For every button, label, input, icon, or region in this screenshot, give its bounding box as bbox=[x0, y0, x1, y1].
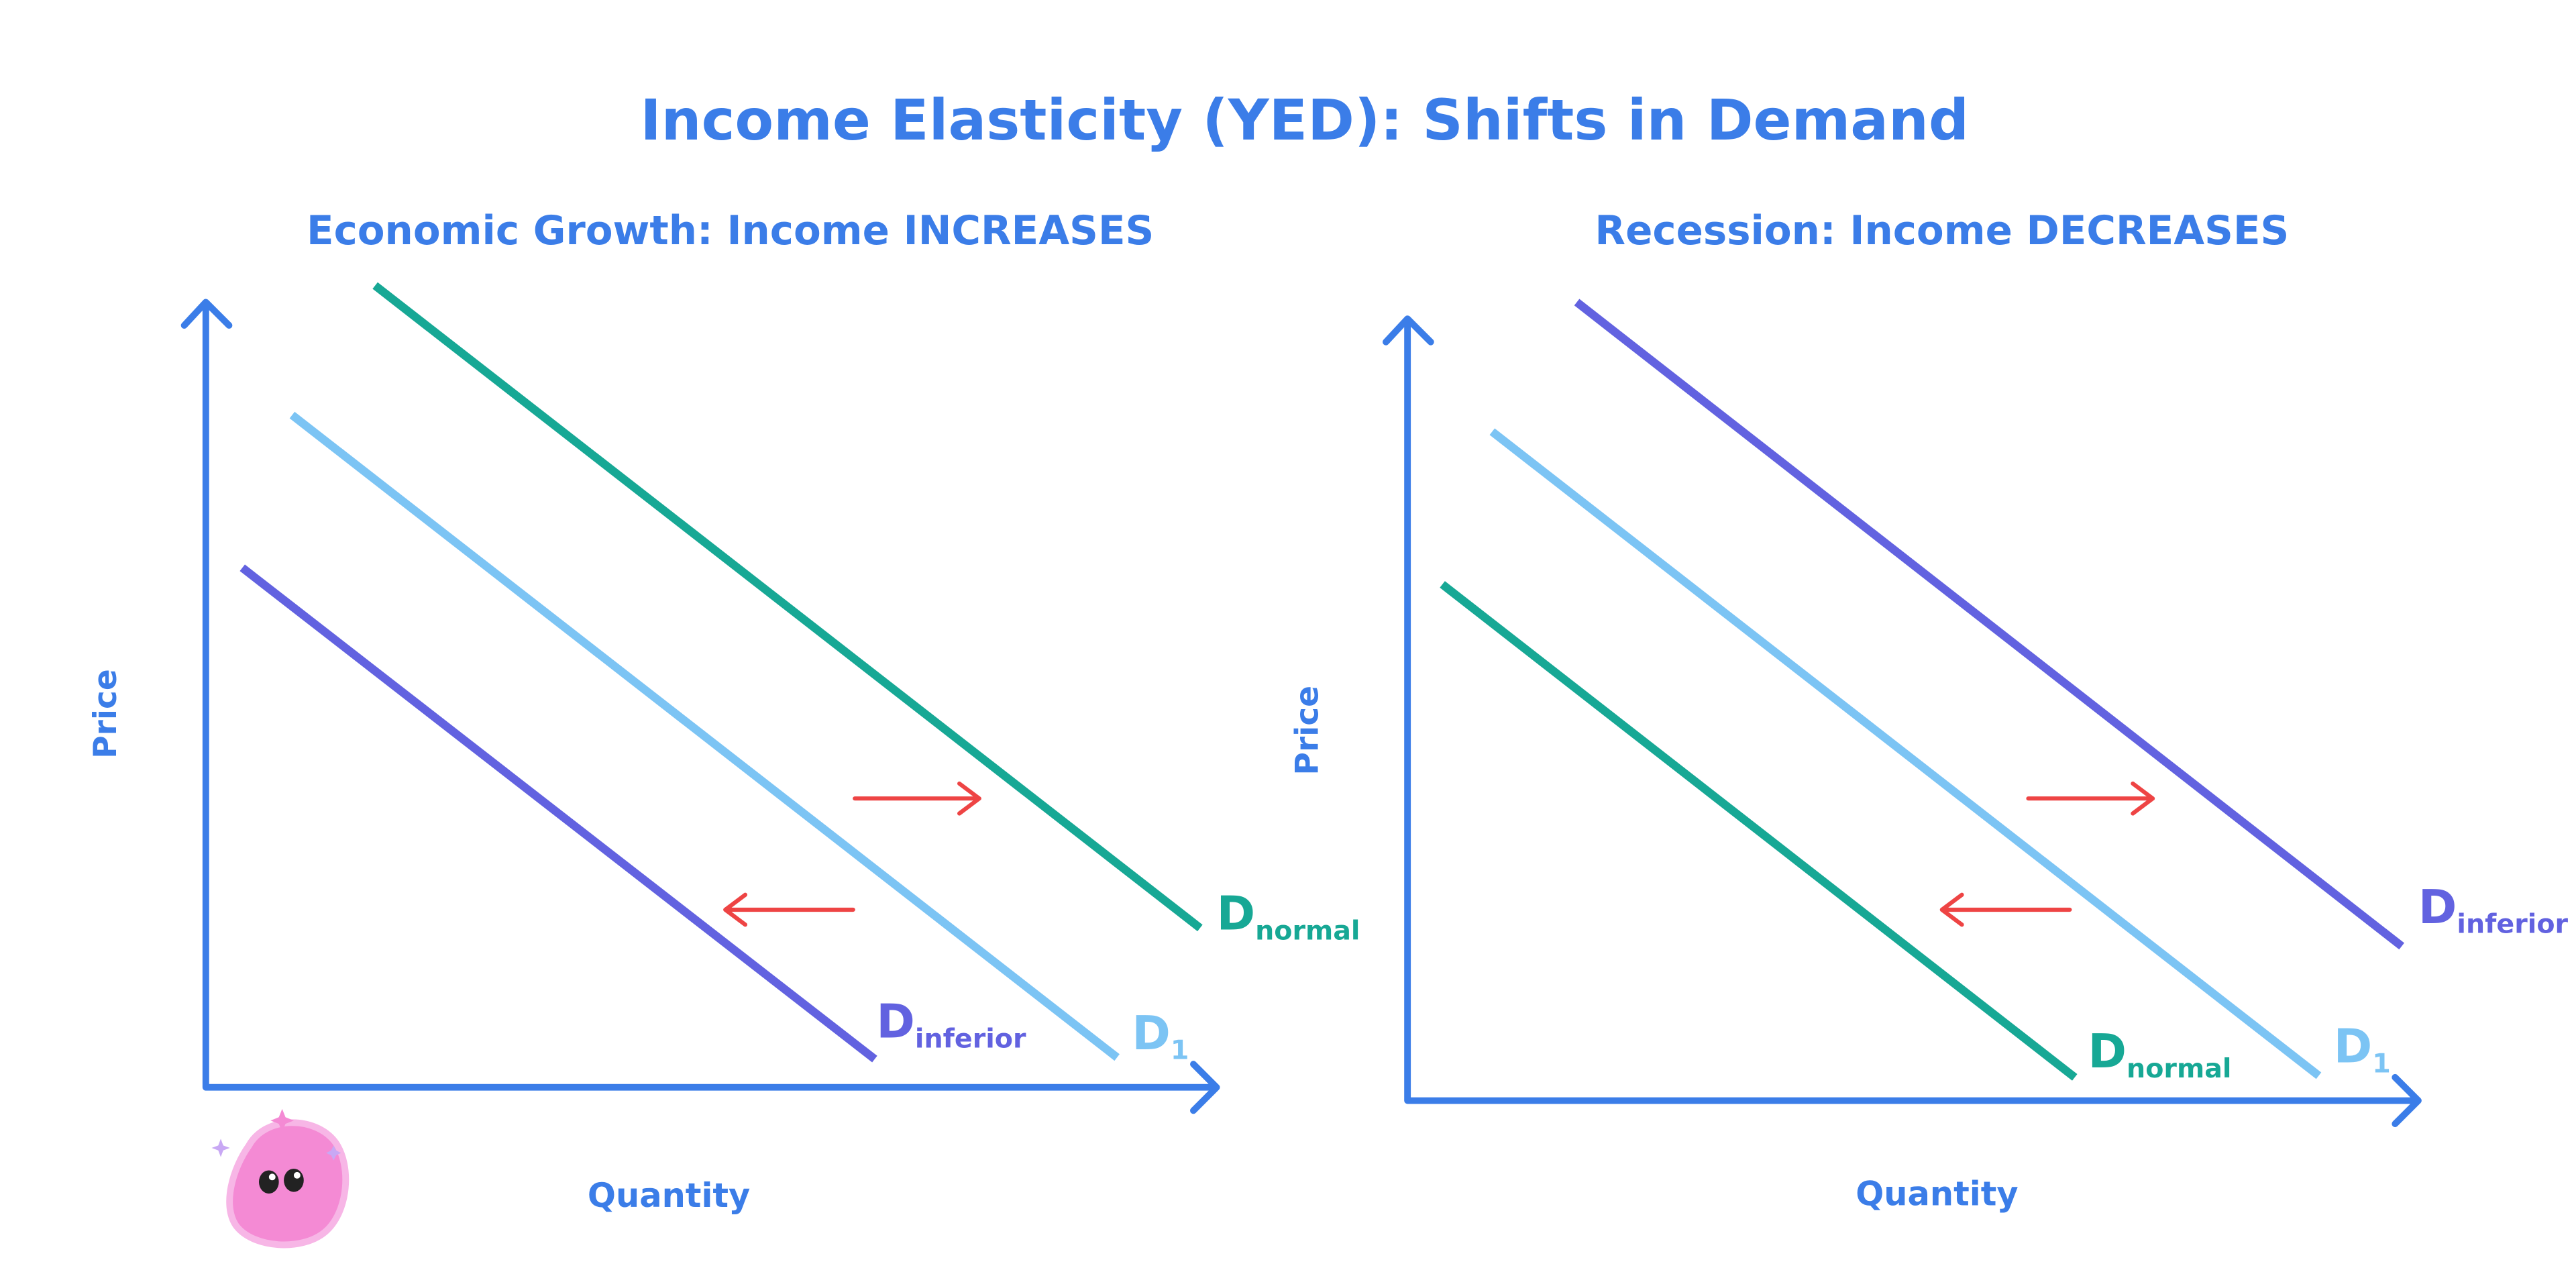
curve-label: Dnormal bbox=[1217, 888, 1360, 947]
curve-label-main: D bbox=[876, 996, 915, 1049]
panel-title: Economic Growth: Income INCREASES bbox=[307, 208, 1154, 254]
x-axis-label: Quantity bbox=[1856, 1174, 2018, 1213]
curve-label: D1 bbox=[2334, 1020, 2391, 1079]
curve-label-sub: normal bbox=[2127, 1053, 2231, 1084]
curve-label-sub: inferior bbox=[915, 1023, 1026, 1054]
shift-arrow bbox=[723, 892, 855, 927]
panel-title: Recession: Income DECREASES bbox=[1595, 208, 2289, 254]
panel-left: Economic Growth: Income INCREASES Price … bbox=[87, 208, 1360, 1215]
shift-arrow bbox=[853, 781, 981, 816]
curve-label: D1 bbox=[1132, 1007, 1189, 1066]
curve-label-main: D bbox=[1132, 1007, 1170, 1061]
curve-label-main: D bbox=[2334, 1020, 2373, 1074]
curve-label-sub: inferior bbox=[2457, 909, 2568, 940]
demand-curve bbox=[239, 564, 877, 1063]
axes bbox=[1383, 315, 2422, 1128]
demand-curve bbox=[1440, 581, 2078, 1081]
demand-curve bbox=[1489, 428, 2322, 1079]
curve-label-sub: 1 bbox=[2372, 1048, 2391, 1079]
curve-label-main: D bbox=[1217, 888, 1255, 941]
shift-arrow bbox=[2026, 781, 2155, 816]
curve-label-sub: normal bbox=[1255, 916, 1360, 947]
curve-label-main: D bbox=[2418, 881, 2457, 935]
main-title: Income Elasticity (YED): Shifts in Deman… bbox=[640, 87, 1969, 153]
curve-label: Dinferior bbox=[2418, 881, 2569, 940]
y-axis-label: Price bbox=[87, 669, 124, 758]
panel-right: Recession: Income DECREASES Price Quanti… bbox=[1289, 208, 2569, 1214]
mascot bbox=[211, 1108, 350, 1249]
curve-label-main: D bbox=[2088, 1025, 2127, 1079]
curve-label-sub: 1 bbox=[1171, 1035, 1189, 1066]
demand-curve bbox=[289, 411, 1120, 1061]
x-axis-label: Quantity bbox=[588, 1176, 750, 1215]
shift-arrow bbox=[1939, 892, 2072, 927]
axes bbox=[180, 299, 1220, 1114]
y-axis-label: Price bbox=[1289, 686, 1326, 775]
curve-label: Dnormal bbox=[2088, 1025, 2232, 1084]
demand-curve bbox=[1574, 299, 2405, 950]
demand-curve bbox=[372, 282, 1203, 932]
curve-label: Dinferior bbox=[876, 996, 1026, 1055]
